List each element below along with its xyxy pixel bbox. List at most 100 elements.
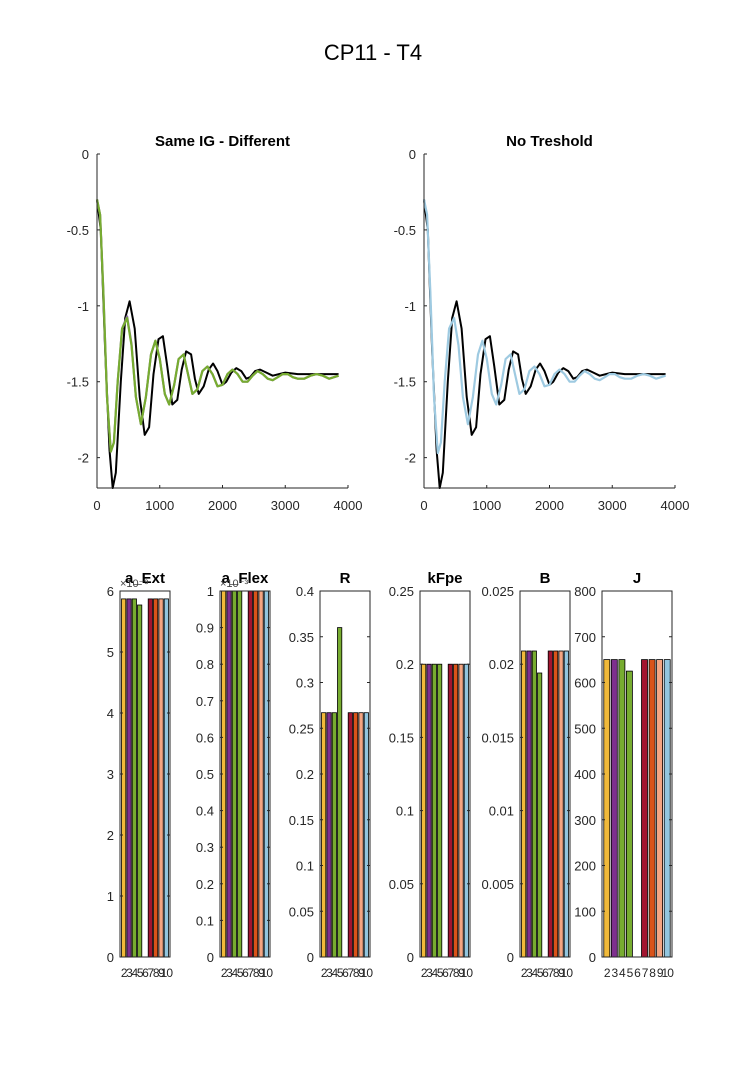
y-tick-label: 0: [507, 950, 514, 965]
x-tick-label: 8: [553, 966, 560, 980]
bar: [153, 598, 159, 958]
bar: [618, 659, 626, 958]
bar: [231, 590, 237, 958]
y-tick-label: 0.7: [196, 694, 214, 709]
y-tick-label: 700: [574, 630, 596, 645]
y-tick-label: 500: [574, 721, 596, 736]
x-tick-label: 9: [358, 966, 365, 980]
x-tick-label: 2000: [535, 498, 564, 513]
y-tick-label: 0: [407, 950, 414, 965]
y-tick-label: 0.9: [196, 621, 214, 636]
bar: [147, 598, 153, 958]
bar: [331, 712, 337, 958]
bar: [663, 659, 671, 958]
x-tick-label: 10: [161, 966, 174, 980]
bar: [363, 712, 369, 958]
y-tick-label: 200: [574, 859, 596, 874]
bar: [558, 650, 564, 958]
bar-chart-title: a_Flex: [222, 570, 269, 587]
y-tick-label: 0.3: [196, 840, 214, 855]
x-tick-label: 1000: [145, 498, 174, 513]
bar: [453, 663, 459, 958]
x-tick-label: 2: [521, 966, 528, 980]
x-tick-label: 5: [627, 966, 634, 980]
y-tick-label: 0: [409, 147, 416, 162]
x-tick-label: 9: [158, 966, 165, 980]
y-tick-label: 0.015: [481, 730, 514, 745]
bar: [603, 659, 611, 958]
x-tick-label: 4: [431, 966, 438, 980]
bar: [537, 672, 543, 958]
x-tick-label: 5: [437, 966, 444, 980]
bar: [253, 590, 259, 958]
x-tick-label: 4: [231, 966, 238, 980]
bar: [656, 659, 663, 958]
x-tick-label: 8: [253, 966, 260, 980]
bar: [437, 663, 443, 958]
bar-chart-title: R: [340, 570, 351, 587]
x-tick-label: 6: [242, 966, 249, 980]
x-tick-label: 3000: [271, 498, 300, 513]
y-tick-label: 0.2: [396, 657, 414, 672]
bar: [258, 590, 264, 958]
x-tick-label: 3: [426, 966, 433, 980]
exponent-label: ×10⁻³: [220, 578, 248, 590]
y-tick-label: 0.05: [289, 904, 314, 919]
x-tick-label: 3: [226, 966, 233, 980]
y-tick-label: 0.02: [489, 657, 514, 672]
x-tick-label: 8: [153, 966, 160, 980]
y-tick-label: -0.5: [67, 223, 89, 238]
y-tick-label: 0.005: [481, 877, 514, 892]
y-tick-label: 0.2: [196, 877, 214, 892]
x-tick-label: 2: [421, 966, 428, 980]
bar: [531, 650, 537, 958]
x-tick-label: 10: [561, 966, 574, 980]
bar: [641, 659, 648, 958]
x-tick-label: 4: [131, 966, 138, 980]
x-tick-label: 3000: [598, 498, 627, 513]
bar: [137, 604, 143, 958]
bar-chart-title: J: [633, 570, 641, 587]
y-tick-label: 0.4: [296, 584, 314, 599]
x-tick-label: 6: [442, 966, 449, 980]
x-tick-label: 3: [126, 966, 133, 980]
bar: [447, 663, 453, 958]
bar-chart-title: B: [540, 570, 551, 587]
x-tick-label: 7: [347, 966, 354, 980]
series-line: [96, 199, 339, 489]
axes-box: [419, 590, 471, 958]
y-tick-label: 300: [574, 813, 596, 828]
y-tick-label: 4: [107, 706, 114, 721]
bar: [563, 650, 569, 958]
y-tick-label: -0.5: [394, 223, 416, 238]
bar: [626, 670, 633, 958]
x-tick-label: 4: [619, 966, 626, 980]
y-tick-label: 0.25: [389, 584, 414, 599]
bar: [521, 650, 527, 958]
x-tick-label: 3: [526, 966, 533, 980]
bar: [226, 590, 232, 958]
y-tick-label: 0.3: [296, 676, 314, 691]
x-tick-label: 2: [221, 966, 228, 980]
x-tick-label: 7: [147, 966, 154, 980]
x-tick-label: 5: [237, 966, 244, 980]
x-tick-label: 9: [258, 966, 265, 980]
x-tick-label: 10: [461, 966, 474, 980]
x-tick-label: 2: [121, 966, 128, 980]
y-tick-label: -1: [404, 299, 416, 314]
x-tick-label: 2: [321, 966, 328, 980]
y-tick-label: 1: [107, 889, 114, 904]
bar: [353, 712, 359, 958]
x-tick-label: 2000: [208, 498, 237, 513]
bar: [458, 663, 464, 958]
y-tick-label: -2: [404, 451, 416, 466]
x-tick-label: 6: [142, 966, 149, 980]
y-tick-label: 0: [82, 147, 89, 162]
y-tick-label: 0.6: [196, 730, 214, 745]
x-tick-label: 6: [634, 966, 641, 980]
bar: [131, 598, 137, 958]
x-tick-label: 5: [137, 966, 144, 980]
x-tick-label: 0: [93, 498, 100, 513]
